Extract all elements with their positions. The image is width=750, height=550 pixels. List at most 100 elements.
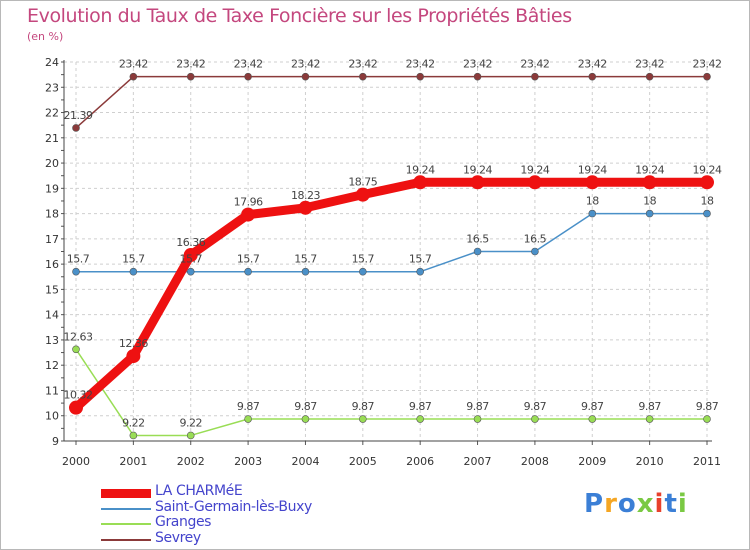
data-label: 15.7 xyxy=(352,253,375,266)
data-point xyxy=(301,72,310,81)
y-tick-label: 20 xyxy=(45,157,59,170)
data-label: 21.39 xyxy=(64,109,93,122)
data-point xyxy=(186,267,195,276)
data-label: 9.87 xyxy=(409,400,432,413)
data-point xyxy=(183,248,198,263)
data-label: 23.42 xyxy=(291,58,320,71)
data-label: 23.42 xyxy=(406,58,435,71)
y-tick-label: 17 xyxy=(45,233,59,246)
data-point xyxy=(473,247,482,256)
data-point xyxy=(473,72,482,81)
data-point xyxy=(531,247,539,256)
logo-letter: x xyxy=(636,489,655,519)
x-tick-label: 2008 xyxy=(521,455,549,468)
data-point xyxy=(703,415,711,423)
logo-letter: o xyxy=(617,489,637,519)
series-line-2 xyxy=(75,348,708,437)
data-label: 15.7 xyxy=(122,253,145,266)
proxiti-logo: Proxiti xyxy=(584,489,688,519)
data-label: 18 xyxy=(586,195,599,208)
y-tick-label: 14 xyxy=(45,309,59,322)
line-chart: 9 10 11 12 13 14 15 16 17 18 19 20 21 22 23 24 2000 2001 2… xyxy=(45,56,722,468)
data-point xyxy=(186,431,195,440)
data-point xyxy=(355,187,370,202)
legend-label: Granges xyxy=(155,514,212,530)
data-label: 15.7 xyxy=(67,253,90,266)
data-label: 19.24 xyxy=(693,163,722,176)
x-tick-label: 2001 xyxy=(119,455,147,468)
data-label: 15.7 xyxy=(409,253,432,266)
data-point xyxy=(129,267,138,276)
data-point xyxy=(244,72,252,81)
x-tick-label: 2006 xyxy=(406,455,434,468)
logo-letter: r xyxy=(604,489,618,519)
x-tick-label: 2007 xyxy=(464,455,492,468)
data-point xyxy=(69,400,83,415)
data-point xyxy=(244,267,252,276)
data-point xyxy=(359,72,367,81)
chart-title: Evolution du Taux de Taxe Foncière sur l… xyxy=(27,5,572,27)
data-label: 23.42 xyxy=(234,58,263,71)
y-tick-label: 13 xyxy=(45,334,59,347)
data-label: 16.36 xyxy=(176,236,205,249)
data-label: 9.87 xyxy=(581,400,604,413)
legend-label: LA CHARMéE xyxy=(155,483,243,499)
data-point xyxy=(359,267,367,276)
data-label: 9.87 xyxy=(638,400,661,413)
data-point xyxy=(588,209,597,218)
data-point xyxy=(703,209,711,218)
data-point xyxy=(126,349,141,364)
data-point xyxy=(531,72,539,81)
y-tick-label: 11 xyxy=(45,384,59,397)
data-point xyxy=(585,175,600,190)
data-point xyxy=(359,415,367,423)
data-label: 12.63 xyxy=(64,330,93,343)
data-point xyxy=(72,124,80,132)
y-tick-label: 9 xyxy=(52,435,59,448)
data-label: 17.96 xyxy=(234,196,263,209)
x-tick-label: 2009 xyxy=(578,455,606,468)
data-label: 9.22 xyxy=(179,416,202,429)
data-label: 23.42 xyxy=(693,58,722,71)
data-label: 9.87 xyxy=(466,400,489,413)
x-tick-label: 2010 xyxy=(636,455,664,468)
y-tick-label: 18 xyxy=(45,208,59,221)
series-line-1 xyxy=(75,212,708,273)
data-label: 23.42 xyxy=(348,58,377,71)
data-point xyxy=(241,207,256,222)
data-label: 9.87 xyxy=(294,400,317,413)
y-tick-label: 15 xyxy=(45,283,59,296)
data-label: 18.23 xyxy=(291,189,320,202)
data-label: 15.7 xyxy=(294,253,317,266)
data-point xyxy=(645,209,654,218)
data-point xyxy=(470,175,485,190)
data-label: 9.87 xyxy=(237,400,260,413)
data-point xyxy=(588,72,597,81)
data-label: 16.5 xyxy=(466,233,489,246)
data-label: 9.87 xyxy=(696,400,719,413)
data-label: 19.24 xyxy=(406,163,435,176)
series-line-3 xyxy=(75,75,708,129)
data-label: 19.24 xyxy=(520,163,549,176)
data-point xyxy=(416,72,424,81)
data-point xyxy=(129,72,138,81)
data-point xyxy=(72,345,80,354)
data-point xyxy=(416,415,424,423)
data-point xyxy=(413,175,428,190)
data-label: 19.24 xyxy=(578,163,607,176)
legend-swatch xyxy=(101,488,151,498)
data-point xyxy=(527,175,542,190)
data-label: 15.7 xyxy=(179,253,202,266)
data-label: 19.24 xyxy=(463,163,492,176)
y-tick-label: 16 xyxy=(45,258,59,271)
y-tick-label: 22 xyxy=(45,107,59,120)
y-tick-label: 19 xyxy=(45,182,59,195)
logo-letter: i xyxy=(654,489,665,519)
data-label: 23.42 xyxy=(119,58,148,71)
data-point xyxy=(703,72,711,81)
data-label: 18 xyxy=(643,195,656,208)
y-tick-label: 21 xyxy=(45,132,59,145)
x-tick-label: 2000 xyxy=(62,455,90,468)
data-label: 18.75 xyxy=(348,176,377,189)
